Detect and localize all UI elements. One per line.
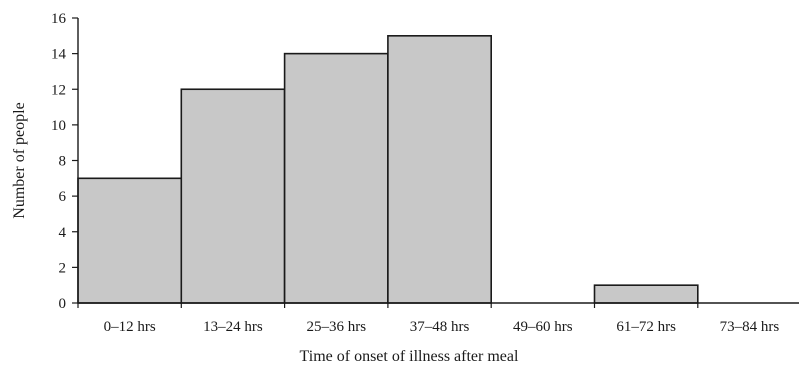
x-axis-title: Time of onset of illness after meal xyxy=(300,348,519,365)
y-tick-label: 0 xyxy=(59,296,67,312)
y-tick-label: 8 xyxy=(59,154,67,170)
bar-1 xyxy=(77,177,183,304)
x-category-label: 61–72 hrs xyxy=(616,319,676,335)
x-category-label: 37–48 hrs xyxy=(410,319,470,335)
x-category-label: 49–60 hrs xyxy=(513,319,573,335)
y-axis-title: Number of people xyxy=(11,102,28,218)
y-tick-label: 2 xyxy=(59,260,67,276)
y-tick-label: 4 xyxy=(59,225,67,241)
x-category-label: 25–36 hrs xyxy=(306,319,366,335)
bar-6 xyxy=(593,284,699,304)
x-category-label: 13–24 hrs xyxy=(203,319,263,335)
y-tick-label: 10 xyxy=(51,118,66,134)
y-ticks-group: 0 2 4 6 8 10 12 14 16 xyxy=(51,11,78,312)
x-labels-group: 0–12 hrs 13–24 hrs 25–36 hrs 37–48 hrs 49–60… xyxy=(77,303,780,335)
bar-4 xyxy=(387,35,492,304)
bars-group xyxy=(77,35,699,304)
y-tick-label: 12 xyxy=(51,82,66,98)
y-tick-label: 14 xyxy=(51,47,67,63)
bar-2 xyxy=(180,88,286,304)
x-category-label: 0–12 hrs xyxy=(104,319,156,335)
x-category-label: 73–84 hrs xyxy=(720,319,780,335)
y-tick-label: 16 xyxy=(51,11,67,27)
y-tick-label: 6 xyxy=(59,189,67,205)
bar-3 xyxy=(283,52,389,304)
